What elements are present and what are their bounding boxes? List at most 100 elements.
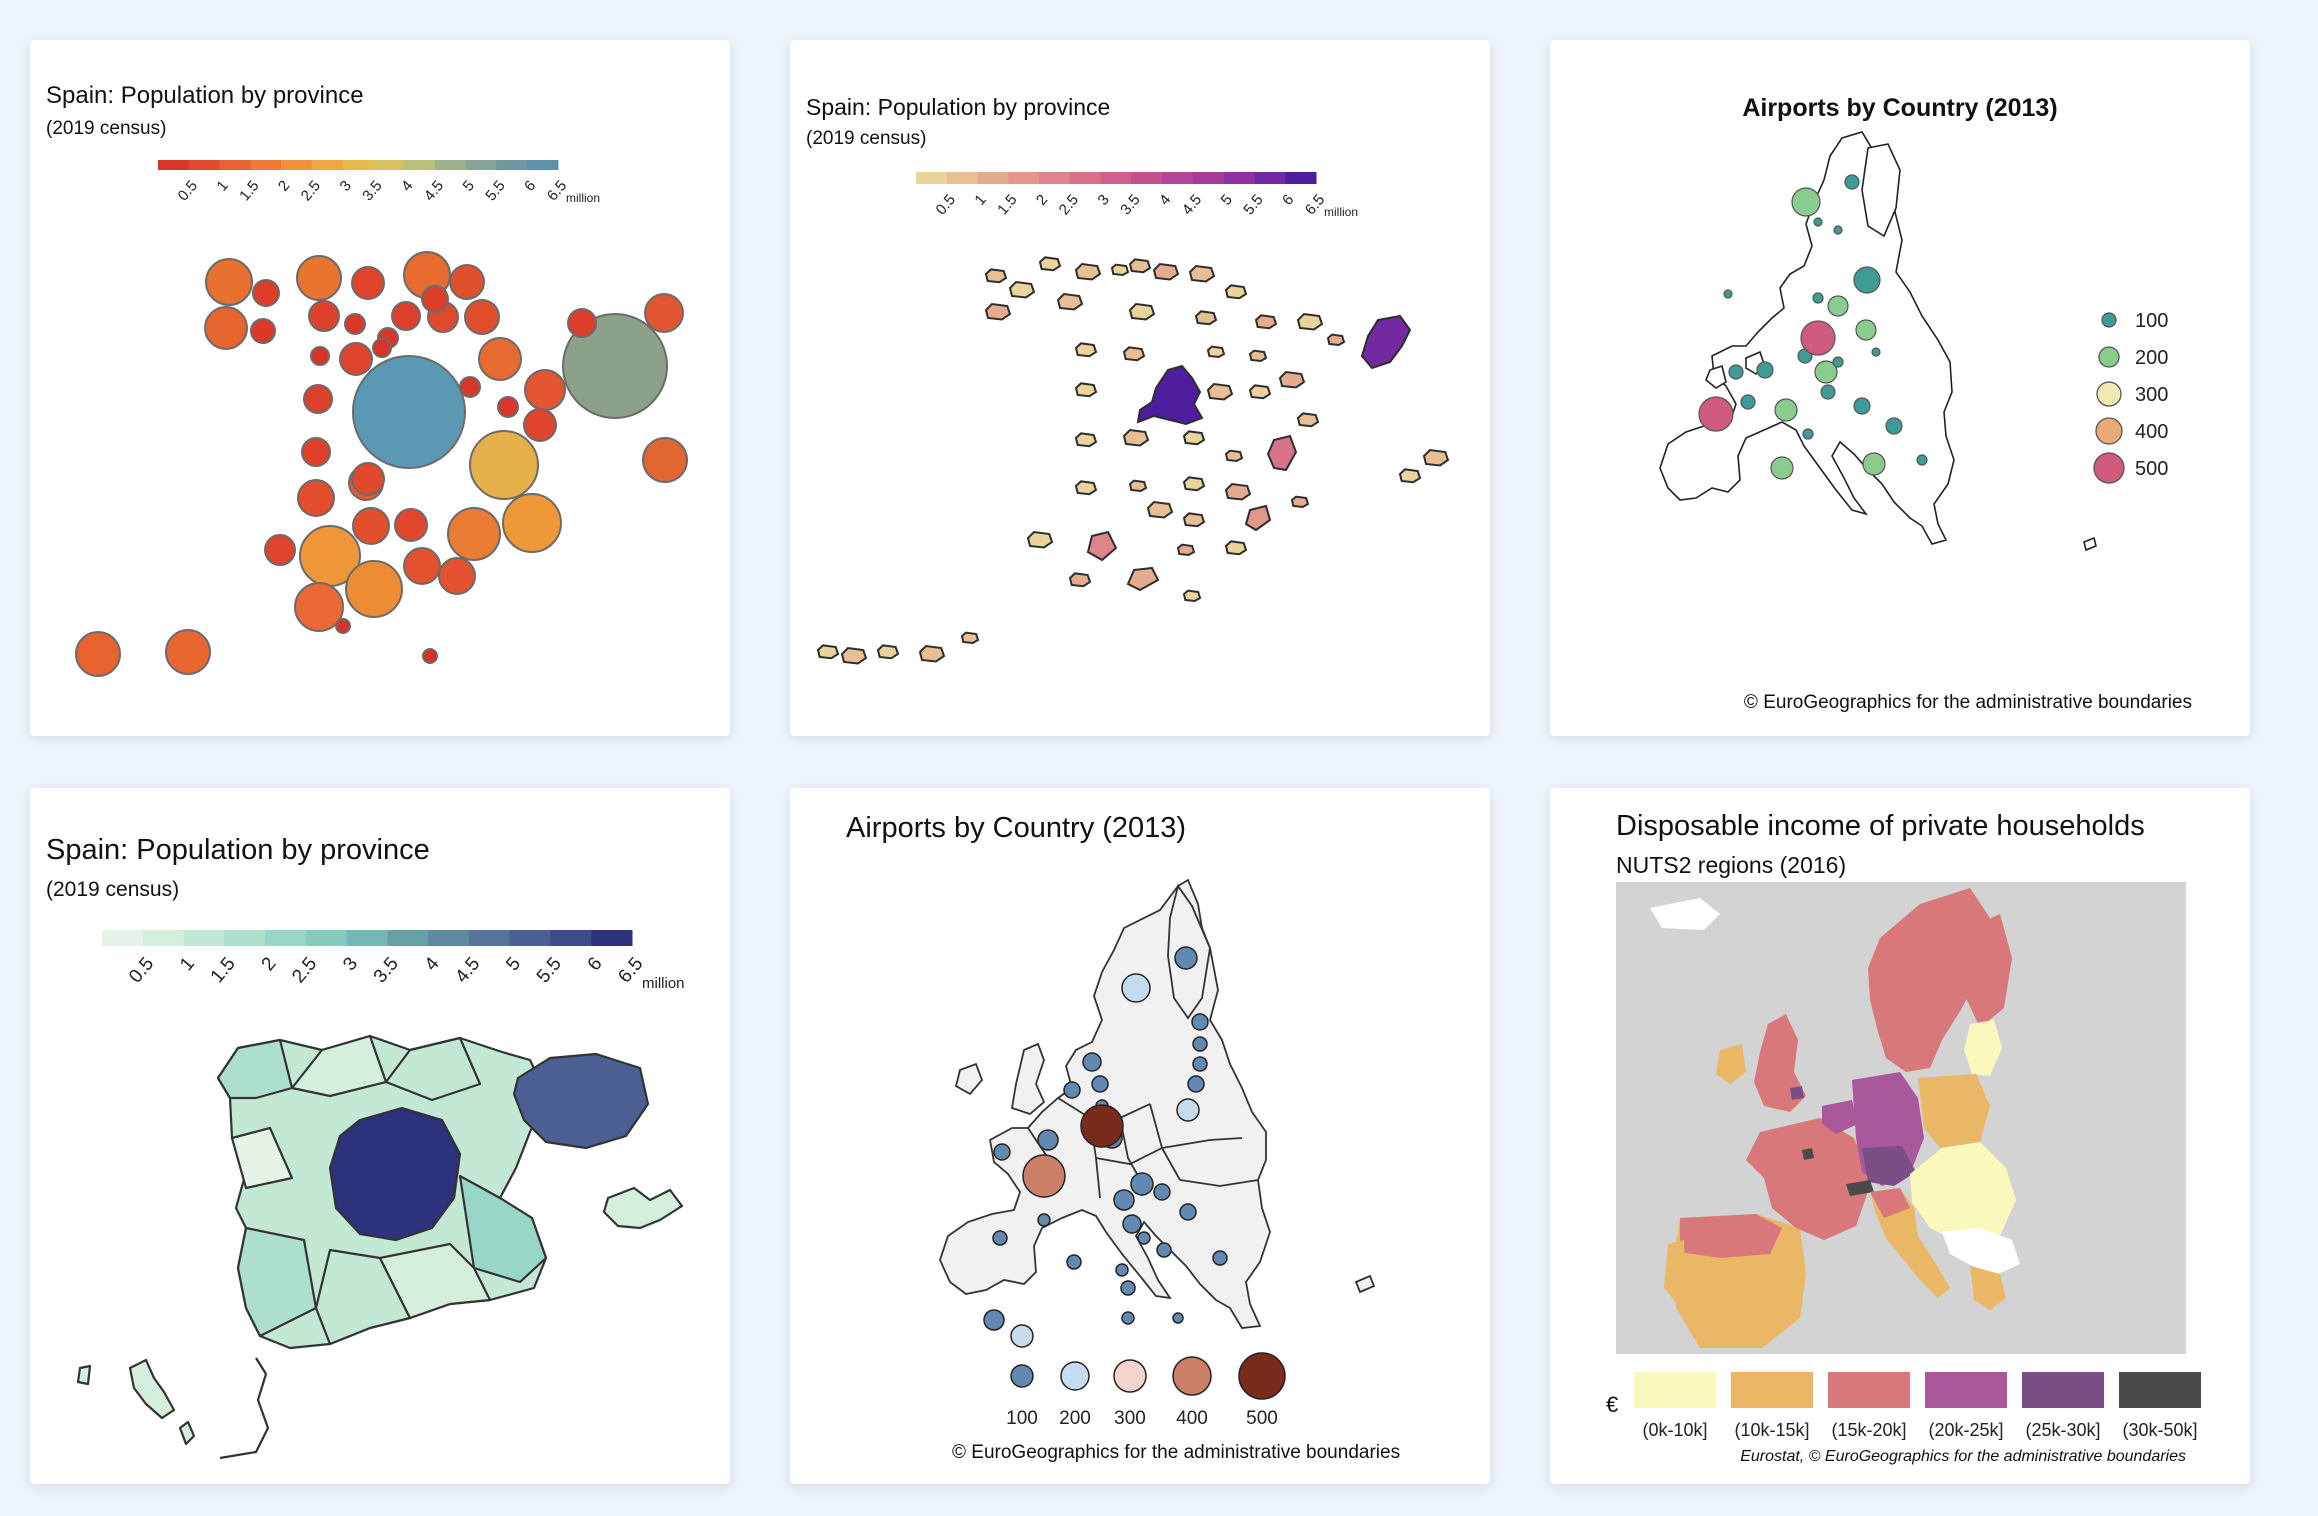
legend-tick-label: 3.5	[370, 953, 403, 987]
finland-outline	[1861, 143, 1901, 238]
province-bubble	[205, 258, 253, 306]
legend-label: 500	[1246, 1408, 1278, 1429]
cyprus-outline	[2083, 536, 2097, 552]
province-shape	[1254, 314, 1278, 330]
map-card-spain-choropleth: Spain: Population by province (2019 cens…	[790, 40, 1490, 736]
airport-bubble	[1862, 452, 1886, 476]
region-greece	[1970, 1266, 2006, 1310]
map-subtitle: (2019 census)	[46, 118, 167, 139]
legend-swatch	[158, 160, 190, 170]
ireland-outline	[954, 1062, 984, 1096]
region-benelux	[1822, 1100, 1858, 1134]
legend-swatch	[1162, 172, 1194, 184]
region-baltics	[1964, 1020, 2002, 1076]
region-portugal	[1664, 1240, 1686, 1302]
province-bubble	[351, 266, 385, 300]
legend-swatch	[311, 160, 344, 170]
airport-bubble	[1740, 394, 1756, 410]
province-bubble	[523, 408, 557, 442]
legend-tick-label: 0.5	[175, 177, 201, 204]
legend-label: 400	[2135, 421, 2168, 443]
airport-bubble	[1813, 217, 1823, 227]
legend-swatch	[527, 160, 559, 170]
legend-label: 400	[1176, 1408, 1208, 1429]
airport-bubble	[1885, 417, 1903, 435]
airport-bubbles	[983, 946, 1228, 1348]
legend-swatch	[404, 160, 436, 170]
cartogram-canary	[76, 1364, 92, 1386]
airport-bubble	[1082, 1052, 1102, 1072]
legend-bubble	[2101, 312, 2117, 328]
airport-bubble	[1191, 1013, 1209, 1031]
legend-tick-label: 4	[421, 953, 444, 975]
region-france	[1746, 1118, 1872, 1240]
province-shape	[1182, 430, 1206, 446]
legend-swatch	[342, 160, 374, 170]
province-shape	[1188, 264, 1216, 283]
airport-bubble	[1774, 398, 1798, 422]
airport-bubble	[1820, 384, 1836, 400]
airport-bubble	[1812, 292, 1824, 304]
legend-swatch	[468, 930, 511, 946]
region-balkans	[1942, 1228, 2020, 1274]
legend-tick-label: 3	[1094, 191, 1112, 208]
legend-tick-label: 1.5	[207, 953, 240, 987]
airport-bubble	[1113, 1189, 1135, 1211]
cartogram-region	[216, 1038, 294, 1100]
legend-swatch	[550, 930, 592, 946]
map-card-disposable-income: Disposable income of private households …	[1550, 788, 2250, 1484]
airport-bubble	[1814, 360, 1838, 384]
province-shape	[984, 268, 1008, 284]
province-shape	[918, 644, 946, 663]
cartogram-region	[384, 1036, 482, 1102]
legend-tick-label: 4.5	[421, 177, 447, 204]
map-title: Spain: Population by province	[46, 834, 430, 866]
airport-bubble	[1844, 174, 1860, 190]
legend-swatch	[1069, 172, 1102, 184]
region-ireland	[1716, 1044, 1746, 1084]
province-shape	[1224, 449, 1244, 463]
airport-bubble	[1723, 289, 1733, 299]
province-bubble	[352, 355, 466, 469]
airport-bubble	[1832, 356, 1844, 368]
province-bubble	[562, 313, 668, 419]
legend-swatch	[434, 160, 467, 170]
legend-swatch	[224, 930, 266, 946]
province-alicante	[1244, 504, 1272, 532]
airport-bubble	[1187, 1075, 1205, 1093]
airport-bubble	[1121, 973, 1151, 1003]
airport-bubble	[1756, 361, 1774, 379]
map-subtitle: (2019 census)	[46, 878, 180, 901]
airport-bubble	[1770, 456, 1794, 480]
region-london	[1790, 1086, 1804, 1100]
legend-tick-label: 0.5	[125, 953, 158, 987]
province-shape	[1422, 448, 1450, 467]
legend-bubble	[2093, 452, 2125, 484]
province-bubble	[502, 493, 562, 553]
airport-bubble	[1121, 1311, 1135, 1325]
legend-tick-label: 5.5	[482, 177, 508, 204]
region-scandinavia	[1868, 888, 1990, 1072]
legend-tick-label: 4.5	[1179, 191, 1205, 218]
legend-label: 300	[2135, 384, 2168, 406]
legend-bubble	[1113, 1359, 1147, 1393]
legend-bubble	[2096, 381, 2122, 407]
province-bubble	[297, 479, 335, 517]
province-bubble	[204, 306, 248, 350]
province-bubble	[264, 534, 296, 566]
legend-bubble	[1238, 1352, 1286, 1400]
province-shape	[1296, 412, 1320, 428]
province-shape	[816, 644, 840, 660]
province-shape	[1110, 263, 1130, 277]
province-shape	[1296, 312, 1324, 331]
legend-swatch	[977, 172, 1009, 184]
province-shape	[840, 646, 868, 665]
region-finland	[1964, 914, 2012, 1028]
province-shape	[1122, 346, 1146, 362]
legend-label: (0k-10k]	[1642, 1420, 1707, 1440]
legend-swatch	[265, 930, 307, 946]
province-shape	[1176, 543, 1196, 557]
province-shape	[1008, 280, 1036, 299]
cyprus-outline	[1354, 1274, 1376, 1294]
